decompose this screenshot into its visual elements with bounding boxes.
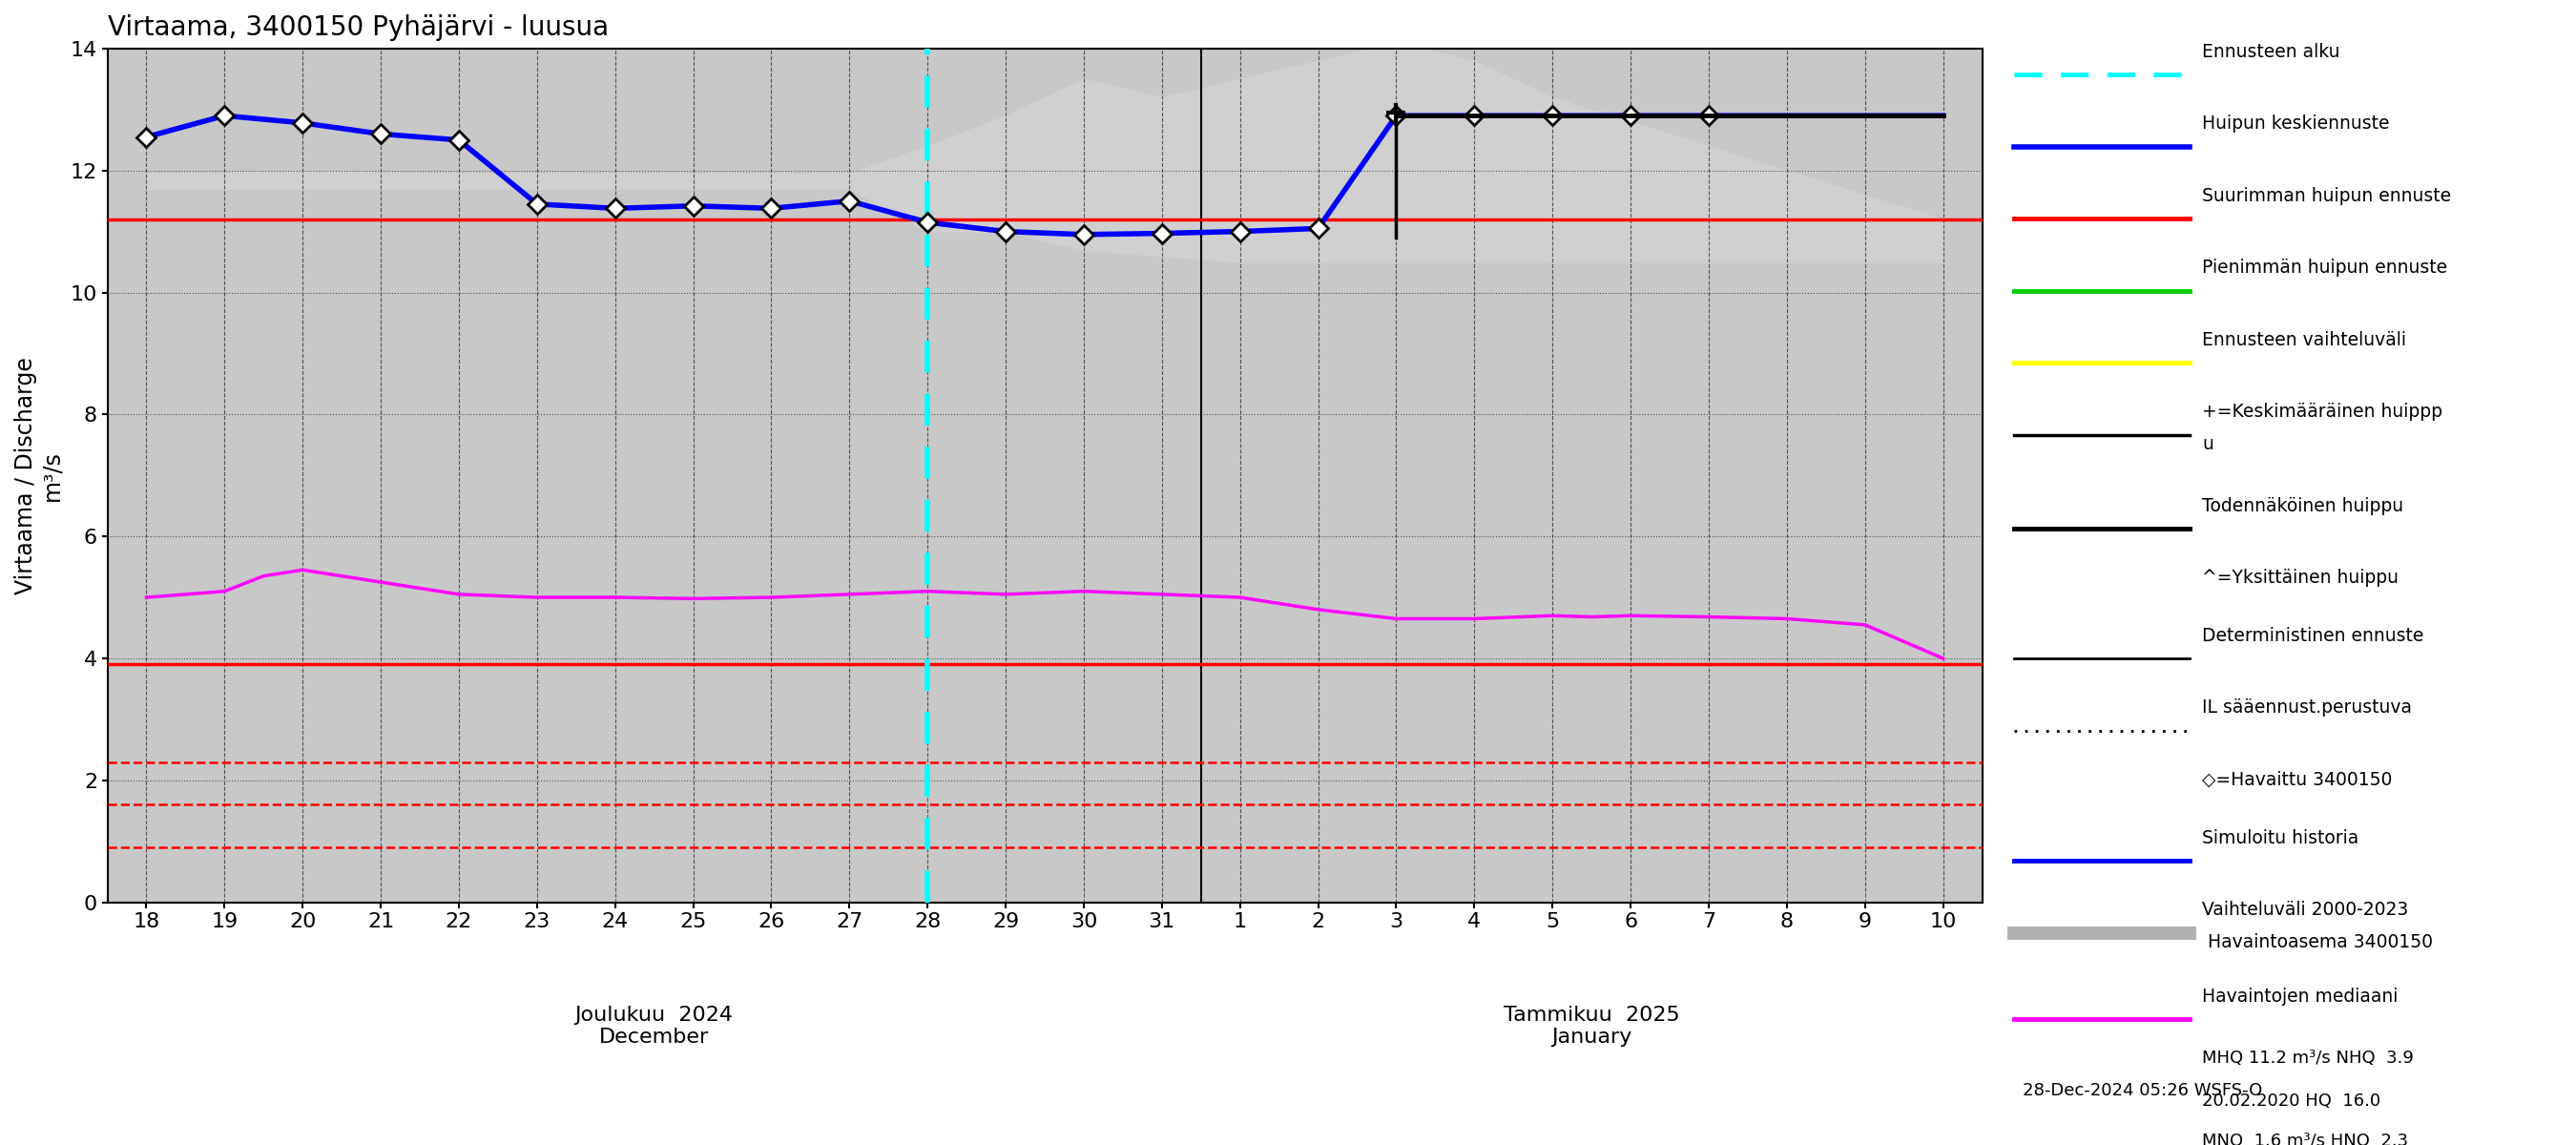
Text: Joulukuu  2024
December: Joulukuu 2024 December <box>574 1006 734 1048</box>
Text: MNQ  1.6 m³/s HNQ  2.3: MNQ 1.6 m³/s HNQ 2.3 <box>2202 1132 2409 1145</box>
Text: ◇=Havaittu 3400150: ◇=Havaittu 3400150 <box>2202 771 2393 789</box>
Text: Suurimman huipun ennuste: Suurimman huipun ennuste <box>2202 187 2452 205</box>
Text: u: u <box>2202 435 2213 453</box>
Text: IL sääennust.perustuva: IL sääennust.perustuva <box>2202 698 2411 717</box>
Text: Pienimmän huipun ennuste: Pienimmän huipun ennuste <box>2202 259 2447 277</box>
Text: Ennusteen alku: Ennusteen alku <box>2202 42 2342 61</box>
Text: +=Keskimääräinen huippp: +=Keskimääräinen huippp <box>2202 403 2442 421</box>
Text: Ennusteen vaihteluväli: Ennusteen vaihteluväli <box>2202 331 2406 349</box>
Text: Havaintojen mediaani: Havaintojen mediaani <box>2202 987 2398 1005</box>
Text: Todennäköinen huippu: Todennäköinen huippu <box>2202 497 2403 515</box>
Text: Havaintoasema 3400150: Havaintoasema 3400150 <box>2202 933 2434 951</box>
Text: Deterministinen ennuste: Deterministinen ennuste <box>2202 626 2424 645</box>
Y-axis label: Virtaama / Discharge
m³/s: Virtaama / Discharge m³/s <box>15 357 64 594</box>
Text: Huipun keskiennuste: Huipun keskiennuste <box>2202 114 2391 133</box>
Text: Virtaama, 3400150 Pyhäjärvi - luusua: Virtaama, 3400150 Pyhäjärvi - luusua <box>108 14 608 41</box>
Text: ^=Yksittäinen huippu: ^=Yksittäinen huippu <box>2202 569 2398 587</box>
Text: Tammikuu  2025
January: Tammikuu 2025 January <box>1504 1006 1680 1048</box>
Text: MHQ 11.2 m³/s NHQ  3.9: MHQ 11.2 m³/s NHQ 3.9 <box>2202 1049 2414 1066</box>
Text: Vaihteluväli 2000-2023: Vaihteluväli 2000-2023 <box>2202 901 2409 919</box>
Text: 28-Dec-2024 05:26 WSFS-O: 28-Dec-2024 05:26 WSFS-O <box>2022 1082 2262 1099</box>
Text: Simuloitu historia: Simuloitu historia <box>2202 829 2360 847</box>
Text: 20.02.2020 HQ  16.0: 20.02.2020 HQ 16.0 <box>2202 1092 2380 1110</box>
